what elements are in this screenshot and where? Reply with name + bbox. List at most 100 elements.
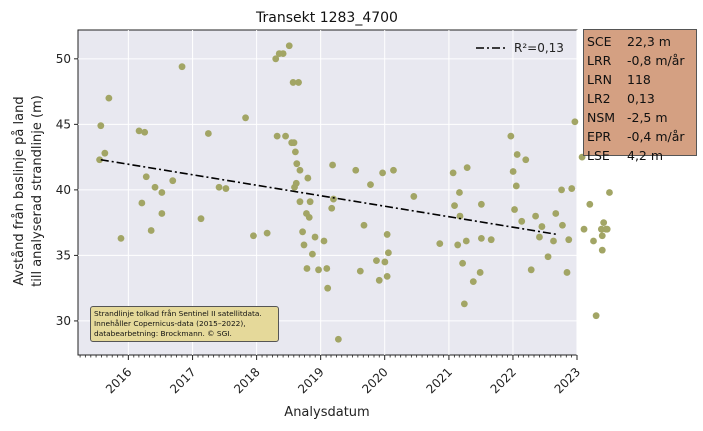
data-point <box>580 225 588 233</box>
data-point <box>263 229 271 237</box>
data-point <box>158 210 166 217</box>
data-point <box>463 164 471 172</box>
y-tick-label: 30 <box>56 314 71 328</box>
data-point <box>101 149 109 157</box>
x-tick-label: 2020 <box>359 365 390 396</box>
y-axis-label-line-2: till analyserad strandlinje (m) <box>30 95 45 287</box>
data-point <box>568 185 576 192</box>
data-point <box>147 227 155 234</box>
data-point <box>469 278 477 286</box>
data-point <box>375 276 383 284</box>
data-point <box>334 335 342 343</box>
data-point <box>330 195 337 203</box>
data-point <box>97 122 105 130</box>
data-points <box>96 42 613 343</box>
data-point <box>477 200 485 208</box>
data-point <box>449 169 457 177</box>
data-point <box>563 269 571 276</box>
data-point <box>105 94 113 102</box>
stat-value: -0,4 m/år <box>627 129 685 144</box>
data-point <box>383 272 391 280</box>
data-point <box>436 240 444 248</box>
data-point <box>518 217 526 225</box>
data-point <box>456 189 463 196</box>
x-axis-label: Analysdatum <box>284 405 369 420</box>
attribution-line: databearbetning: Brockmann. © SGI. <box>94 329 232 338</box>
data-point <box>360 221 368 229</box>
data-point <box>303 265 311 272</box>
data-point <box>293 160 301 168</box>
data-point <box>513 151 521 158</box>
stat-row-lse: LSE 4,2 m <box>587 146 696 165</box>
data-point <box>299 228 306 236</box>
stat-value: 4,2 m <box>627 148 664 163</box>
data-point <box>477 234 485 242</box>
stat-value: 0,13 <box>627 91 655 106</box>
data-point <box>538 223 546 230</box>
stat-row-nsm: NSM -2,5 m <box>587 108 696 127</box>
data-point <box>460 300 468 308</box>
stat-value: 22,3 m <box>627 34 671 49</box>
data-point <box>158 189 166 196</box>
data-point <box>532 212 539 220</box>
data-point <box>296 166 304 174</box>
data-point <box>379 169 386 177</box>
data-point <box>544 253 552 261</box>
data-point <box>558 186 565 194</box>
data-point <box>292 179 300 187</box>
data-point <box>381 258 389 266</box>
data-point <box>487 236 495 244</box>
y-tick-label: 35 <box>56 248 71 262</box>
data-point <box>135 127 143 135</box>
data-point <box>550 237 557 245</box>
data-point <box>511 206 518 213</box>
data-point <box>315 266 322 274</box>
data-point <box>323 265 331 272</box>
data-point <box>476 269 484 276</box>
data-point <box>311 233 319 241</box>
data-point <box>373 257 380 265</box>
x-tick-label: 2018 <box>231 365 262 396</box>
data-point <box>384 249 392 257</box>
data-point <box>309 250 316 258</box>
data-point <box>598 232 606 240</box>
data-point <box>383 231 391 238</box>
data-point <box>272 55 280 63</box>
attribution-line: Strandlinje tolkad från Sentinel II sate… <box>94 309 262 318</box>
attribution-line: Innehåller Copernicus-data (2015–2022), <box>94 319 246 328</box>
data-point <box>454 241 462 249</box>
stat-name: LSE <box>587 148 610 163</box>
data-point <box>296 198 304 206</box>
data-point <box>352 166 360 174</box>
data-point <box>527 266 535 274</box>
x-tick-label: 2023 <box>552 365 583 396</box>
data-point <box>96 156 103 164</box>
stat-value: -0,8 m/år <box>627 53 685 68</box>
stat-value: 118 <box>627 72 651 87</box>
data-point <box>305 213 313 221</box>
data-point <box>291 148 299 156</box>
data-point <box>509 168 517 175</box>
stat-row-sce: SCE 22,3 m <box>587 32 696 51</box>
data-point <box>279 50 287 57</box>
data-point <box>117 234 125 242</box>
data-point <box>141 128 149 136</box>
data-point <box>536 233 543 241</box>
data-point <box>600 219 608 227</box>
data-point <box>390 166 397 174</box>
data-point <box>559 221 566 229</box>
stat-name: SCE <box>587 34 612 49</box>
data-point <box>462 237 470 245</box>
data-point <box>285 42 293 50</box>
data-point <box>522 156 530 164</box>
data-point <box>306 198 314 206</box>
data-point <box>197 215 205 223</box>
y-tick-label: 50 <box>56 52 71 66</box>
data-point <box>367 181 374 189</box>
x-tick-label: 2021 <box>424 365 455 396</box>
data-point <box>142 173 150 181</box>
stat-row-epr: EPR -0,4 m/år <box>587 127 696 146</box>
data-point <box>304 174 312 182</box>
y-axis-label-line-1: Avstånd från baslinje på land <box>12 96 27 285</box>
data-point <box>289 79 297 86</box>
